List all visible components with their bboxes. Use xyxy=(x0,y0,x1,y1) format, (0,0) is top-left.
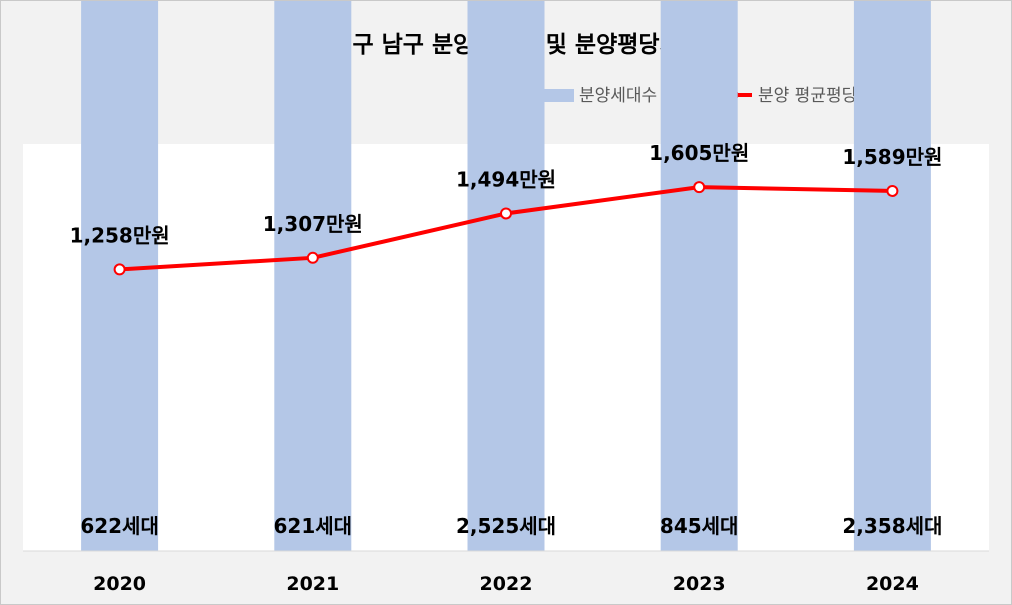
line-label-2024: 1,589만원 xyxy=(842,145,942,169)
line-series xyxy=(113,181,899,276)
legend-bar-label: 분양세대수 xyxy=(579,86,657,106)
bar-label-2021: 621세대 xyxy=(274,514,353,538)
x-tick-2020: 2020 xyxy=(93,573,146,595)
line-label-2021: 1,307만원 xyxy=(263,212,363,236)
bar-2021 xyxy=(274,1,352,552)
bar-series xyxy=(81,1,931,552)
x-axis-ticks: 2020 2021 2022 2023 2024 xyxy=(93,573,919,595)
x-tick-2024: 2024 xyxy=(866,573,919,595)
bar-label-2022: 2,525세대 xyxy=(456,514,556,538)
line-label-2023: 1,605만원 xyxy=(649,141,749,165)
line-point-2021 xyxy=(306,251,319,264)
bar-2020 xyxy=(81,1,159,552)
bar-label-2023: 845세대 xyxy=(660,514,739,538)
legend-bar-swatch xyxy=(536,89,574,102)
bar-2022 xyxy=(467,1,545,551)
line-point-2024 xyxy=(886,184,899,197)
x-tick-2023: 2023 xyxy=(673,573,726,595)
bar-2023 xyxy=(660,1,738,552)
line-point-2023 xyxy=(693,181,706,194)
line-point-2020 xyxy=(113,263,126,276)
line-label-2020: 1,258만원 xyxy=(70,223,170,247)
bar-label-2024: 2,358세대 xyxy=(842,514,942,538)
line-point-2022 xyxy=(500,207,512,220)
line-label-2022: 1,494만원 xyxy=(456,167,556,191)
x-tick-2022: 2022 xyxy=(480,573,533,595)
x-tick-2021: 2021 xyxy=(286,573,339,595)
bar-2024 xyxy=(853,1,931,551)
bar-label-2020: 622세대 xyxy=(80,514,159,538)
data-labels: 622세대 1,258만원 621세대 1,307만원 2,525세대 1,494만원 84… xyxy=(70,141,943,538)
